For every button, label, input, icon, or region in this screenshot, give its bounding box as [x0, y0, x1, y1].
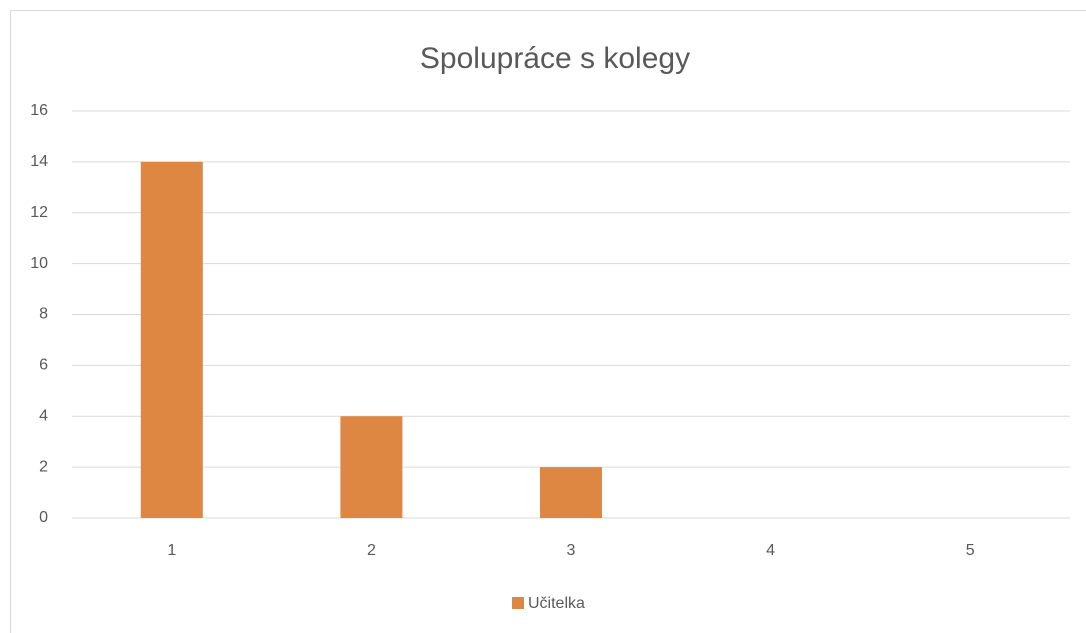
y-tick-label: 6 — [39, 357, 48, 374]
y-tick-label: 16 — [30, 102, 48, 119]
y-tick-label: 4 — [39, 407, 48, 424]
y-tick-label: 2 — [39, 458, 48, 475]
y-tick-label: 12 — [30, 204, 48, 221]
legend-label: Učitelka — [528, 595, 585, 612]
bar — [140, 161, 203, 518]
chart-title: Spolupráce s kolegy — [420, 42, 690, 75]
y-tick-label: 8 — [39, 306, 48, 323]
bar — [340, 416, 403, 518]
y-tick-label: 10 — [30, 255, 48, 272]
y-tick-label: 0 — [39, 509, 48, 526]
x-tick-label: 5 — [966, 542, 975, 559]
x-tick-label: 4 — [766, 542, 775, 559]
legend-swatch — [512, 597, 524, 609]
x-tick-label: 2 — [367, 542, 376, 559]
bar — [540, 467, 602, 518]
x-tick-label: 1 — [167, 542, 176, 559]
y-tick-label: 14 — [30, 153, 48, 170]
x-tick-label: 3 — [567, 542, 576, 559]
